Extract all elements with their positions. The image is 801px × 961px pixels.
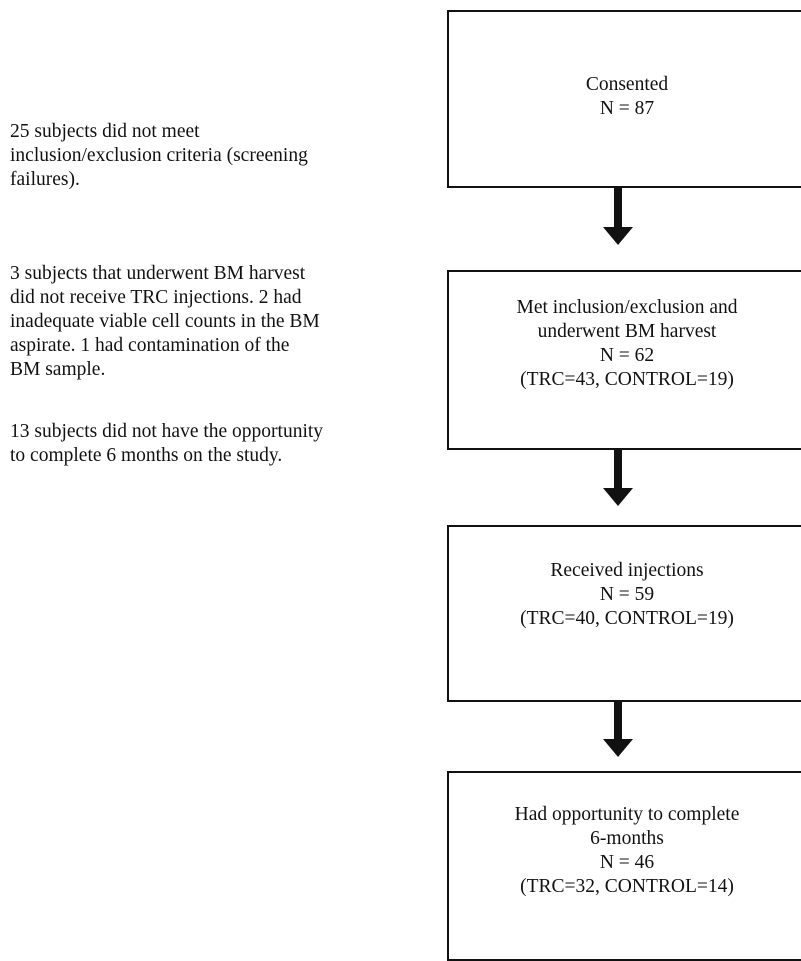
box-line: N = 46 — [599, 852, 655, 873]
flow-box-received-injections: Received injections N = 59 (TRC=40, CONT… — [447, 525, 801, 702]
box-line: Consented — [585, 74, 669, 95]
note-line: 3 subjects that underwent BM harvest — [10, 263, 306, 284]
box-line: (TRC=32, CONTROL=14) — [520, 876, 734, 897]
box-line: 6-months — [590, 828, 664, 849]
note-line: to complete 6 months on the study. — [10, 445, 283, 466]
note-line: failures). — [10, 169, 80, 190]
exclusion-note-no-injection: 3 subjects that underwent BM harvest did… — [10, 262, 410, 382]
note-line: 25 subjects did not meet — [10, 121, 200, 142]
box-line: N = 59 — [599, 584, 655, 605]
flow-arrow-down-icon — [603, 188, 633, 245]
note-line: BM sample. — [10, 359, 106, 380]
box-line: N = 62 — [599, 345, 655, 366]
flow-box-bm-harvest: Met inclusion/exclusion and underwent BM… — [447, 270, 801, 450]
box-line: (TRC=43, CONTROL=19) — [520, 369, 734, 390]
note-line: did not receive TRC injections. 2 had — [10, 287, 302, 308]
note-line: inadequate viable cell counts in the BM — [10, 311, 320, 332]
box-line: Met inclusion/exclusion and — [516, 297, 738, 318]
box-line: (TRC=40, CONTROL=19) — [520, 608, 734, 629]
note-line: aspirate. 1 had contamination of the — [10, 335, 290, 356]
flow-arrow-down-icon — [603, 702, 633, 757]
flow-box-consented: Consented N = 87 — [447, 10, 801, 188]
box-line: underwent BM harvest — [537, 321, 717, 342]
exclusion-note-screening: 25 subjects did not meet inclusion/exclu… — [10, 120, 410, 192]
box-line: N = 87 — [599, 98, 655, 119]
exclusion-note-no-opportunity: 13 subjects did not have the opportunity… — [10, 420, 410, 468]
note-line: inclusion/exclusion criteria (screening — [10, 145, 308, 166]
flow-box-six-months: Had opportunity to complete 6-months N =… — [447, 771, 801, 961]
box-line: Had opportunity to complete — [514, 804, 740, 825]
flow-arrow-down-icon — [603, 450, 633, 506]
note-line: 13 subjects did not have the opportunity — [10, 421, 324, 442]
box-line: Received injections — [550, 560, 704, 581]
